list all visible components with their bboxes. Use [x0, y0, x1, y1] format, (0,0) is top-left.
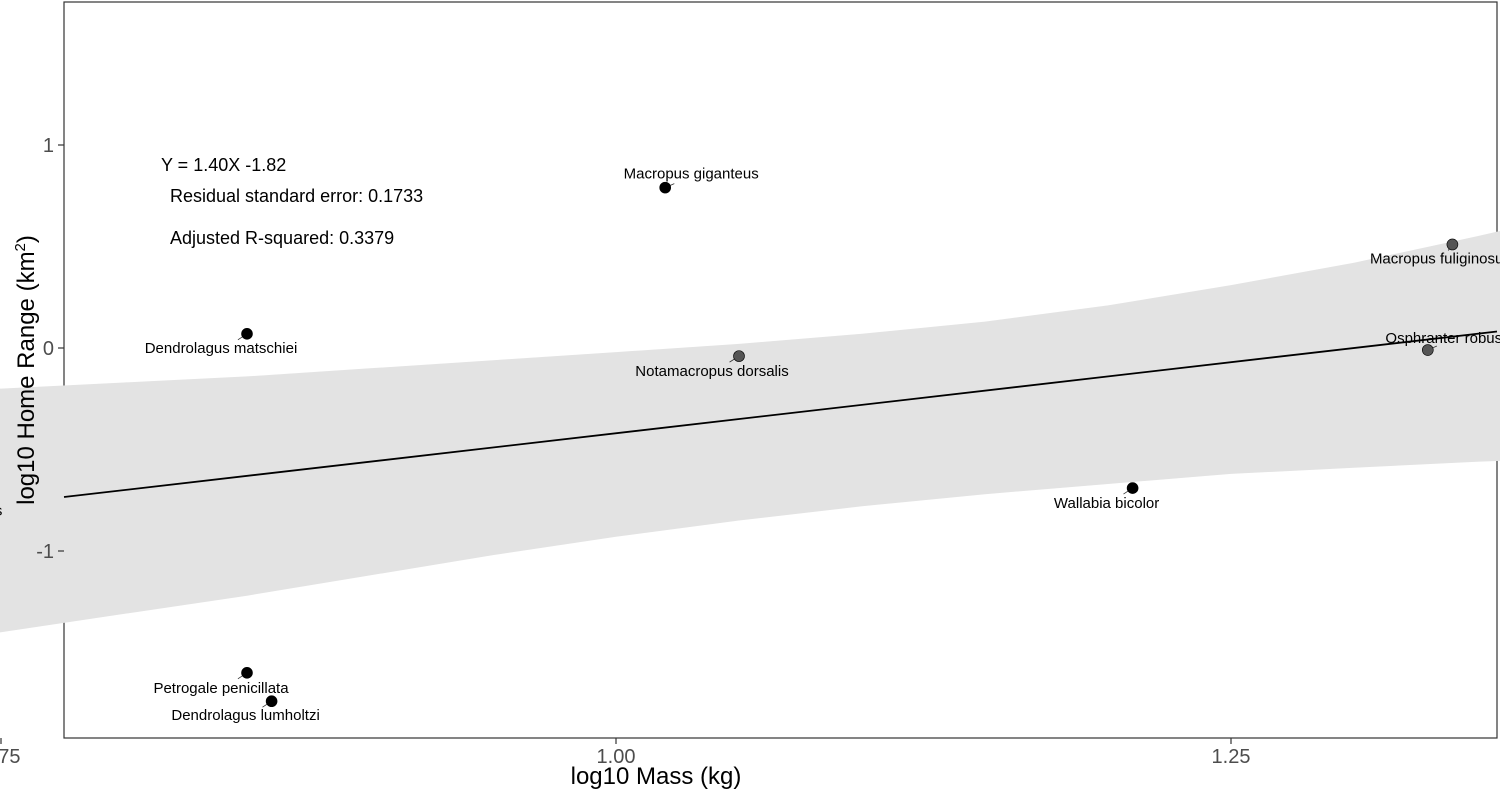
data-points [241, 181, 1459, 708]
data-point [241, 666, 253, 679]
annotation-r-squared: Adjusted R-squared: 0.3379 [170, 228, 394, 248]
point-label: Macropus fuliginosus [1370, 250, 1500, 267]
data-point [733, 350, 745, 362]
point-label: Wallabia bicolor [1054, 495, 1159, 512]
y-axis-title-superscript: 2 [12, 243, 29, 251]
data-point [1422, 344, 1434, 356]
y-tick-label: 1 [43, 135, 54, 157]
y-axis-title-main: log10 Home Range (km [13, 251, 40, 504]
data-point [265, 695, 278, 708]
y-tick-label: 0 [43, 338, 54, 360]
point-label: Petrogale penicillata [153, 680, 289, 697]
point-label: Macropus giganteus [624, 166, 759, 183]
confidence-band [0, 230, 1500, 633]
x-tick-label: 1.00 [597, 746, 636, 768]
regression-line [63, 330, 1498, 498]
point-label: Notamacropus dorsalis [635, 363, 788, 380]
annotation-residual-error: Residual standard error: 0.1733 [170, 186, 423, 206]
data-point [241, 327, 253, 340]
y-axis-title-close: ) [13, 235, 40, 243]
axis-ticks: 0.751.001.251.50-101 [0, 135, 1251, 768]
x-tick-label: 1.25 [1212, 746, 1251, 768]
point-label: Thylogale thetis [0, 503, 2, 520]
y-tick-label: -1 [36, 541, 54, 563]
data-point [1446, 238, 1459, 251]
point-label: Dendrolagus matschiei [145, 340, 298, 357]
y-axis-title: log10 Home Range (km2) [12, 235, 40, 505]
data-point [1126, 482, 1139, 494]
point-label: Dendrolagus lumholtzi [171, 707, 319, 724]
data-point [659, 181, 672, 194]
annotation-equation: Y = 1.40X -1.82 [161, 155, 286, 175]
x-axis-title: log10 Mass (kg) [571, 763, 742, 790]
point-labels: Osphranter rufusMacropus giganteusMacrop… [0, 166, 1500, 725]
point-label: Osphranter robustus [1385, 330, 1500, 347]
x-tick-label: 0.75 [0, 746, 20, 768]
